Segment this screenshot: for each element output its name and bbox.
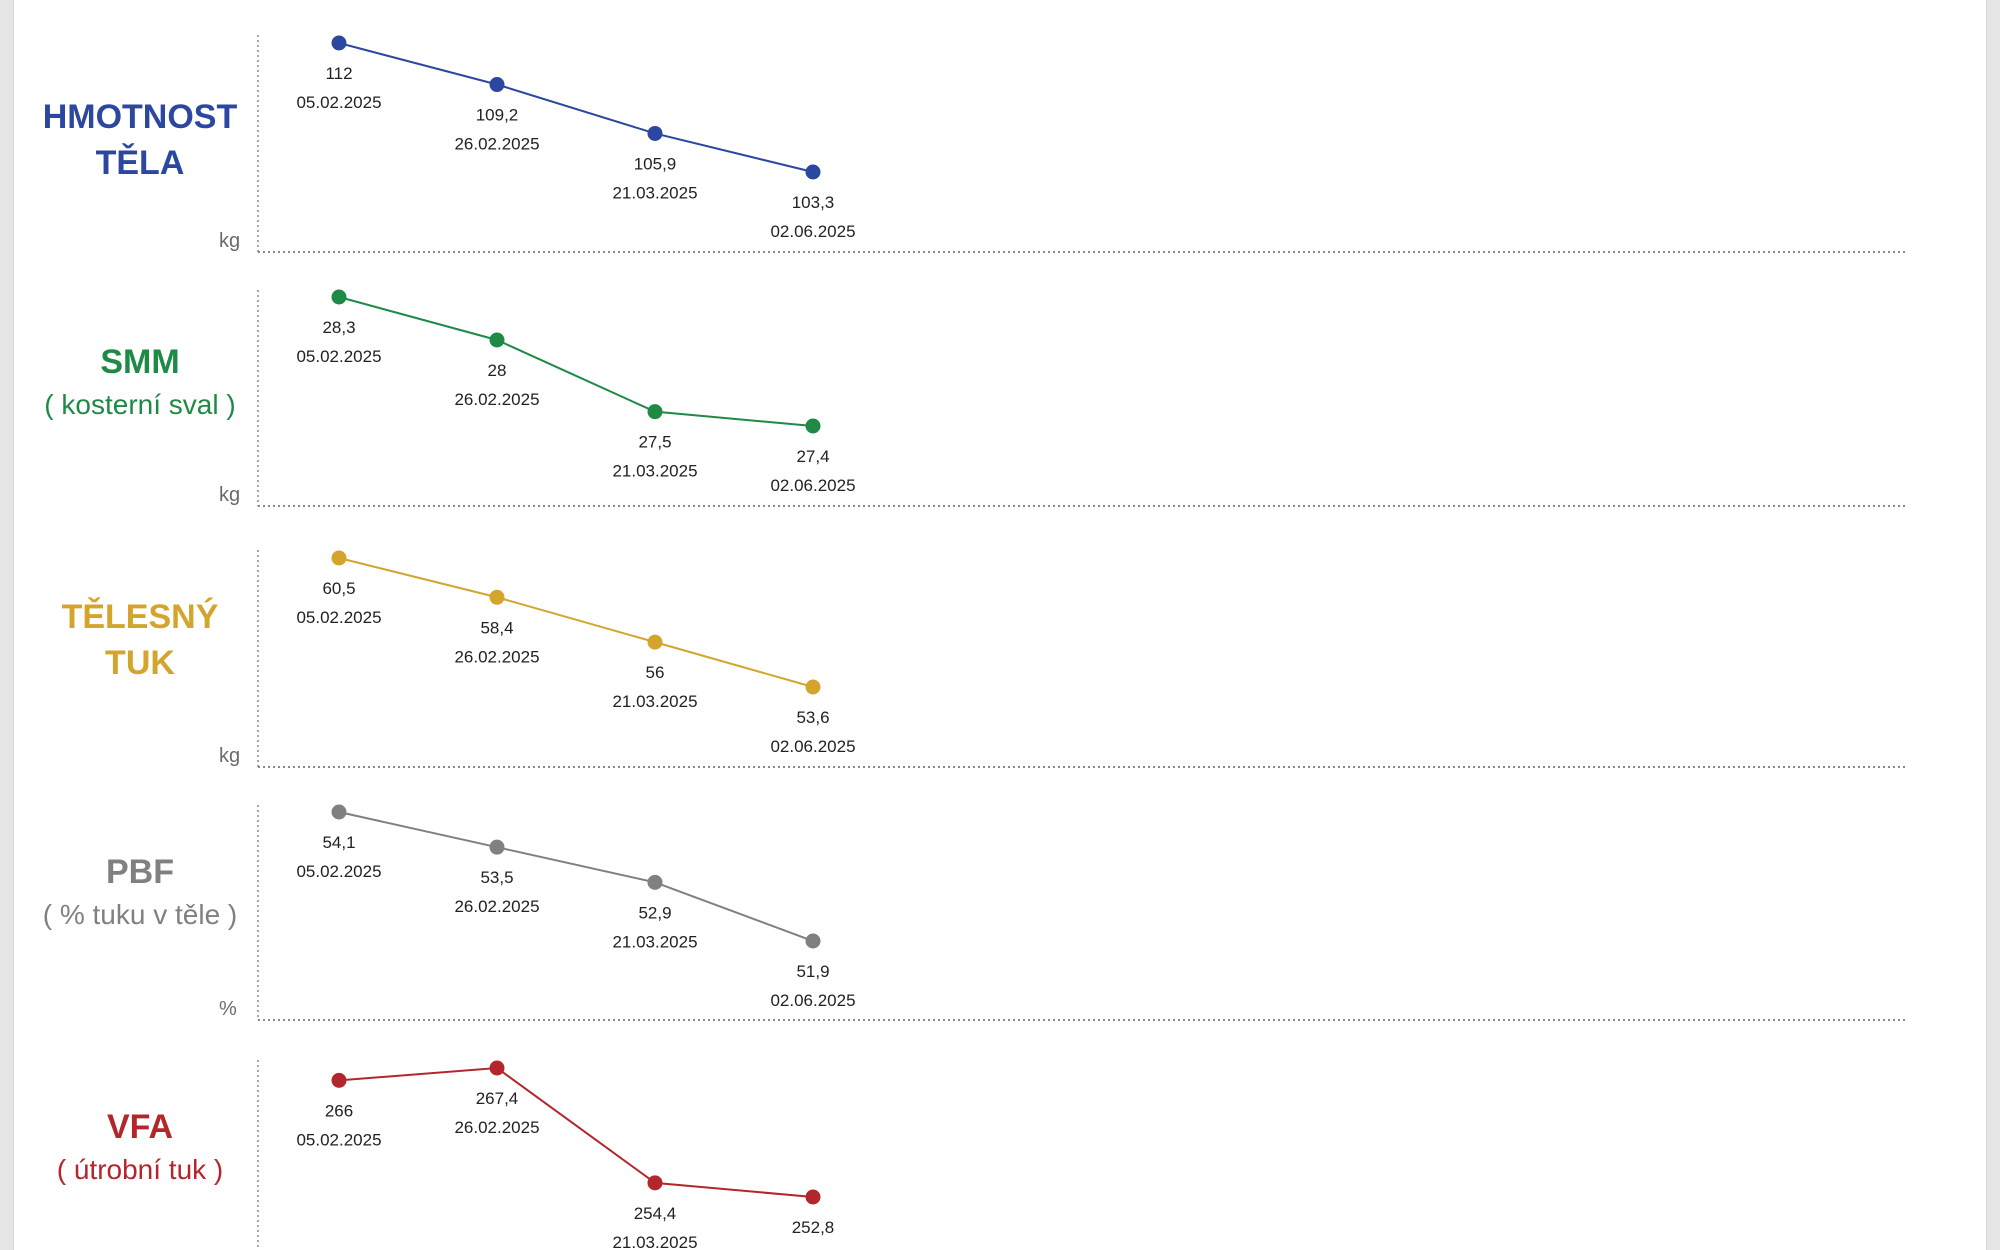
vfa-point-1 — [331, 1072, 347, 1088]
body-fat-point-2 — [489, 589, 505, 605]
vfa-value-label-4: 252,8 — [792, 1218, 835, 1237]
pbf-point-4 — [805, 933, 821, 949]
vfa-point-4 — [805, 1189, 821, 1205]
pbf-title-block: PBF ( % tuku v těle ) — [30, 850, 250, 934]
smm-date-label-1: 05.02.2025 — [296, 347, 381, 366]
body-weight-date-label-2: 26.02.2025 — [454, 135, 539, 154]
smm-value-label-3: 27,5 — [638, 433, 671, 452]
pbf-date-label-1: 05.02.2025 — [296, 862, 381, 881]
body-fat-point-1 — [331, 550, 347, 566]
vfa-date-label-2: 26.02.2025 — [454, 1118, 539, 1137]
pbf-date-label-4: 02.06.2025 — [770, 991, 855, 1010]
body-fat-date-label-1: 05.02.2025 — [296, 608, 381, 627]
body-fat-date-label-3: 21.03.2025 — [612, 692, 697, 711]
smm-point-2 — [489, 332, 505, 348]
body-fat-title-block: TĚLESNÝ TUK — [30, 595, 250, 687]
body-fat-date-label-4: 02.06.2025 — [770, 737, 855, 756]
body-weight-point-3 — [647, 125, 663, 141]
smm-value-label-2: 28 — [488, 361, 507, 380]
pbf-date-label-2: 26.02.2025 — [454, 897, 539, 916]
smm-title-block: SMM ( kosterní sval ) — [30, 340, 250, 424]
smm-subtitle: ( kosterní sval ) — [44, 388, 236, 420]
vfa-value-label-2: 267,4 — [476, 1089, 519, 1108]
pbf-title: PBF — [106, 853, 174, 891]
body-fat-point-3 — [647, 634, 663, 650]
body-weight-series-line — [338, 42, 814, 173]
body-weight-title-block: HMOTNOST TĚLA — [30, 95, 250, 187]
body-weight-date-label-3: 21.03.2025 — [612, 183, 697, 202]
body-weight-date-label-1: 05.02.2025 — [296, 93, 381, 112]
body-weight-date-label-4: 02.06.2025 — [770, 222, 855, 241]
vfa-point-3 — [647, 1175, 663, 1191]
vfa-value-label-3: 254,4 — [634, 1204, 677, 1223]
pbf-series-line — [338, 811, 814, 942]
pbf-value-label-3: 52,9 — [638, 903, 671, 922]
smm-point-4 — [805, 418, 821, 434]
smm-value-label-1: 28,3 — [322, 318, 355, 337]
body-fat-title: TĚLESNÝ TUK — [61, 598, 219, 682]
smm-series-line — [338, 296, 814, 427]
body-fat-series-line — [338, 557, 814, 688]
vfa-value-label-1: 266 — [325, 1101, 353, 1120]
body-fat-point-4 — [805, 679, 821, 695]
smm-unit-label: kg — [219, 484, 241, 506]
smm-title: SMM — [100, 343, 180, 381]
vfa-point-2 — [489, 1060, 505, 1076]
body-weight-value-label-3: 105,9 — [634, 154, 677, 173]
smm-value-label-4: 27,4 — [796, 447, 829, 466]
vfa-series-line — [338, 1066, 814, 1198]
body-fat-unit-label: kg — [219, 745, 241, 767]
pbf-point-1 — [331, 804, 347, 820]
pbf-value-label-4: 51,9 — [796, 962, 829, 981]
body-fat-value-label-2: 58,4 — [480, 618, 513, 637]
body-weight-value-label-2: 109,2 — [476, 106, 519, 125]
body-weight-point-2 — [489, 77, 505, 93]
pbf-date-label-3: 21.03.2025 — [612, 932, 697, 951]
vfa-subtitle: ( útrobní tuk ) — [56, 1153, 224, 1185]
body-weight-unit-label: kg — [219, 230, 241, 252]
body-weight-value-label-1: 112 — [325, 64, 352, 83]
body-fat-date-label-2: 26.02.2025 — [454, 647, 539, 666]
smm-point-3 — [647, 404, 663, 420]
vfa-title-block: VFA ( útrobní tuk ) — [30, 1105, 250, 1189]
smm-date-label-2: 26.02.2025 — [454, 390, 539, 409]
body-weight-point-4 — [805, 164, 821, 180]
body-weight-value-label-4: 103,3 — [792, 193, 835, 212]
vfa-title: VFA — [106, 1108, 174, 1146]
body-fat-value-label-4: 53,6 — [796, 708, 829, 727]
report-sheet — [13, 0, 1987, 1250]
vfa-date-label-4: 02.06.2025 — [770, 1247, 855, 1250]
pbf-value-label-1: 54,1 — [322, 833, 355, 852]
body-fat-value-label-1: 60,5 — [322, 579, 355, 598]
smm-date-label-4: 02.06.2025 — [770, 476, 855, 495]
pbf-point-2 — [489, 839, 505, 855]
body-weight-title: HMOTNOST TĚLA — [42, 98, 238, 182]
pbf-value-label-2: 53,5 — [480, 868, 513, 887]
pbf-point-3 — [647, 874, 663, 890]
vfa-date-label-3: 21.03.2025 — [612, 1233, 697, 1250]
smm-point-1 — [331, 289, 347, 305]
pbf-subtitle: ( % tuku v těle ) — [42, 898, 238, 930]
vfa-date-label-1: 05.02.2025 — [296, 1130, 381, 1149]
pbf-unit-label: % — [219, 998, 237, 1020]
smm-date-label-3: 21.03.2025 — [612, 462, 697, 481]
body-weight-point-1 — [331, 35, 347, 51]
body-fat-value-label-3: 56 — [646, 663, 665, 682]
